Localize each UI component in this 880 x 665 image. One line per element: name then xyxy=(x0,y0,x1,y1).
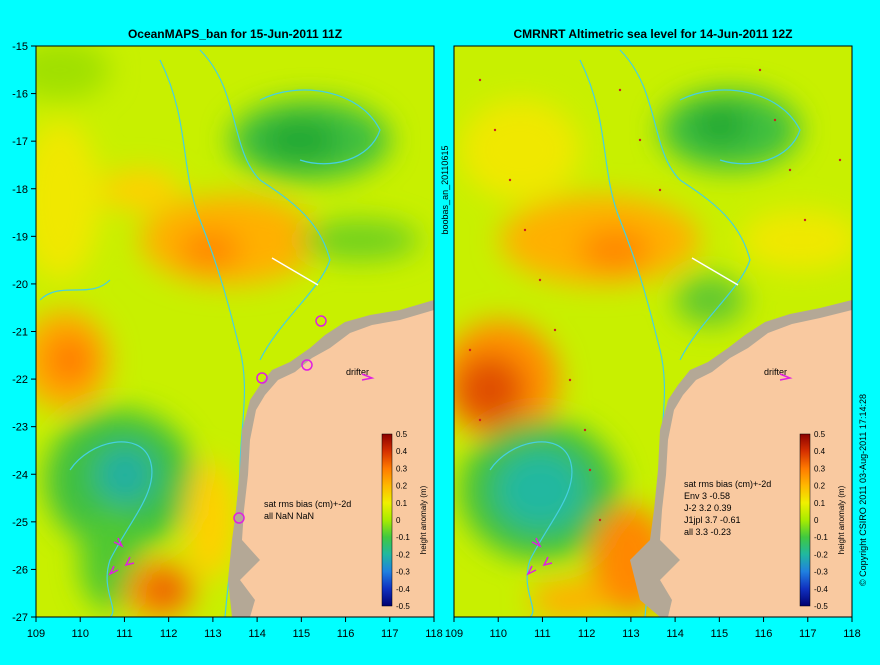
lon-tick-label: 111 xyxy=(116,628,133,640)
left-drifter-label: drifter xyxy=(346,367,369,377)
right-stats-line: all 3.3 -0.23 xyxy=(684,527,731,537)
colorbar-tick-label: 0.3 xyxy=(814,464,826,473)
colorbar-tick-label: -0.2 xyxy=(396,550,410,559)
right-colorbar-label: height anomaly (m) xyxy=(837,485,846,554)
colorbar-tick-label: 0.1 xyxy=(814,499,826,508)
right-altimetry-tracks xyxy=(468,68,842,522)
lon-tick-label: 115 xyxy=(293,628,311,640)
colorbar-tick-label: 0.3 xyxy=(396,464,408,473)
colorbar-tick-label: 0.5 xyxy=(396,430,408,439)
colorbar-tick-label: -0.4 xyxy=(814,585,828,594)
colorbar-tick-label: -0.3 xyxy=(814,568,828,577)
lat-tick-label: -15 xyxy=(12,41,28,53)
colorbar-tick-label: -0.3 xyxy=(396,568,410,577)
side-id-label: boobas_an_20110615 xyxy=(440,146,450,235)
lon-tick-label: 112 xyxy=(578,628,596,640)
right-stats-heading: sat rms bias (cm)+-2d xyxy=(684,479,771,489)
lon-tick-label: 110 xyxy=(489,628,507,640)
right-colorbar: 0.5 0.4 0.3 0.2 0.1 0 -0.1 -0.2 -0.3 -0.4 -0.5 hei… xyxy=(799,430,846,611)
colorbar-tick-label: 0.4 xyxy=(396,447,408,456)
lon-tick-label: 110 xyxy=(71,628,89,640)
colorbar-tick-label: 0.2 xyxy=(396,482,408,491)
lon-tick-label: 112 xyxy=(160,628,178,640)
lon-tick-label: 113 xyxy=(204,628,222,640)
right-drifter-markers xyxy=(526,537,553,576)
colorbar-tick-label: 0.4 xyxy=(814,447,826,456)
colorbar-tick-label: -0.5 xyxy=(396,602,410,611)
right-survey-line xyxy=(691,257,739,286)
colorbar-tick-label: -0.5 xyxy=(814,602,828,611)
lat-tick-label: -20 xyxy=(12,279,28,291)
left-colorbar: 0.5 0.4 0.3 0.2 0.1 0 -0.1 -0.2 -0.3 -0.4 -0.5 hei… xyxy=(381,430,428,611)
colorbar-tick-label: 0 xyxy=(814,516,819,525)
lat-tick-label: -21 xyxy=(12,327,28,339)
right-map[interactable]: drifter sat rms bias (cm)+-2d Env 3 -0.5… xyxy=(440,46,860,620)
lat-tick-label: -23 xyxy=(12,422,28,434)
left-stats-line: all NaN NaN xyxy=(264,511,314,521)
colorbar-tick-label: -0.1 xyxy=(396,533,410,542)
lat-tick-label: -24 xyxy=(12,469,28,481)
lat-tick-label: -18 xyxy=(12,184,28,196)
left-drifter-markers xyxy=(108,315,327,576)
left-panel-title: OceanMAPS_ban for 15-Jun-2011 11Z xyxy=(128,27,342,41)
colorbar-tick-label: -0.4 xyxy=(396,585,410,594)
right-panel-title: CMRNRT Altimetric sea level for 14-Jun-2… xyxy=(514,27,793,41)
lon-tick-label: 113 xyxy=(622,628,640,640)
lon-tick-label: 114 xyxy=(248,628,266,640)
lat-tick-label: -27 xyxy=(12,612,28,624)
lon-tick-label: 116 xyxy=(337,628,355,640)
colorbar-tick-label: 0.1 xyxy=(396,499,408,508)
lat-tick-label: -16 xyxy=(12,89,28,101)
lat-tick-label: -17 xyxy=(12,136,28,148)
lon-tick-label: 109 xyxy=(27,628,45,640)
lon-tick-label: 116 xyxy=(755,628,773,640)
lat-tick-label: -22 xyxy=(12,374,28,386)
lon-tick-label: 115 xyxy=(711,628,729,640)
lat-tick-label: -25 xyxy=(12,517,28,529)
lon-tick-label: 109 xyxy=(445,628,463,640)
right-stats-line: J-2 3.2 0.39 xyxy=(684,503,732,513)
left-colorbar-strip xyxy=(381,433,393,607)
colorbar-tick-label: -0.2 xyxy=(814,550,828,559)
right-drifter-label: drifter xyxy=(764,367,787,377)
lon-tick-label: 111 xyxy=(534,628,551,640)
right-stats-line: J1jpl 3.7 -0.61 xyxy=(684,515,741,525)
colorbar-tick-label: 0.2 xyxy=(814,482,826,491)
lon-tick-label: 117 xyxy=(381,628,399,640)
lat-tick-label: -19 xyxy=(12,231,28,243)
colorbar-tick-label: 0 xyxy=(396,516,401,525)
copyright-label: © Copyright CSIRO 2011 03-Aug-2011 17:14… xyxy=(858,394,868,586)
left-colorbar-label: height anomaly (m) xyxy=(419,485,428,554)
right-map-frame xyxy=(453,45,853,618)
colorbar-tick-label: 0.5 xyxy=(814,430,826,439)
right-stats-line: Env 3 -0.58 xyxy=(684,491,730,501)
left-drifter-arrow-icon xyxy=(361,373,375,381)
lon-tick-label: 118 xyxy=(425,628,443,640)
lat-tick-label: -26 xyxy=(12,564,28,576)
right-colorbar-strip xyxy=(799,433,811,607)
lon-tick-label: 117 xyxy=(799,628,817,640)
left-map[interactable]: drifter sat rms bias (cm)+-2d all NaN Na… xyxy=(10,40,434,620)
colorbar-tick-label: -0.1 xyxy=(814,533,828,542)
right-drifter-arrow-icon xyxy=(779,373,793,381)
left-stats-heading: sat rms bias (cm)+-2d xyxy=(264,499,351,509)
left-anomaly-field xyxy=(36,46,420,617)
left-survey-line xyxy=(271,257,319,286)
lon-tick-label: 114 xyxy=(666,628,684,640)
lon-tick-label: 118 xyxy=(843,628,861,640)
